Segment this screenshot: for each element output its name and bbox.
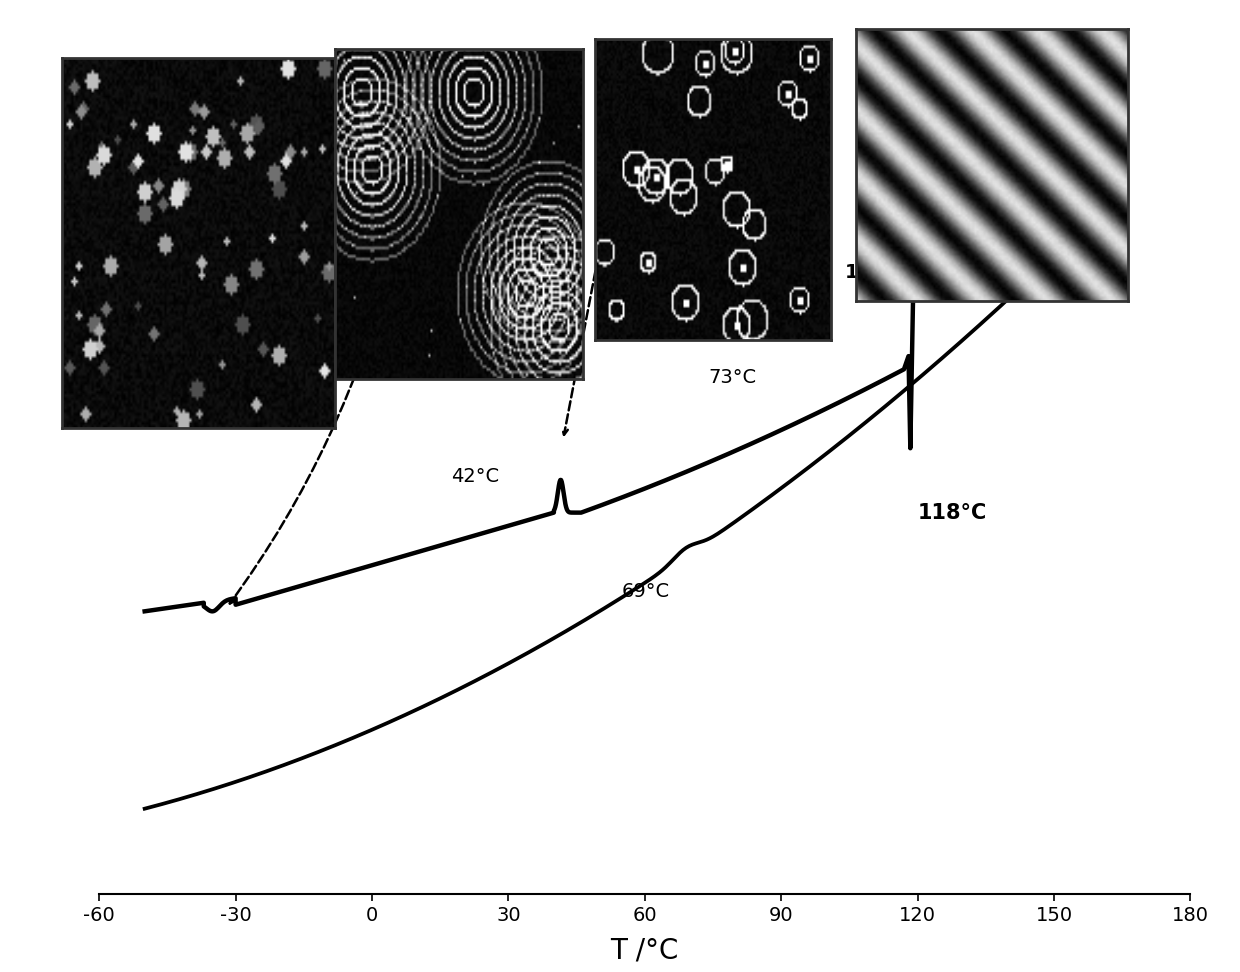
Text: 42°C: 42°C [451,467,500,486]
Text: 122°C: 122°C [844,263,910,282]
Text: 69°C: 69°C [622,582,670,602]
Text: 73°C: 73°C [708,368,756,387]
X-axis label: T /°C: T /°C [610,936,680,964]
Text: 118°C: 118°C [918,503,987,523]
